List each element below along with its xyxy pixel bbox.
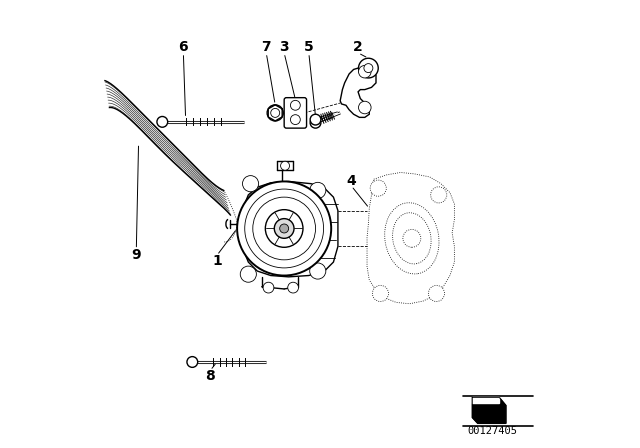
Circle shape: [240, 266, 257, 282]
Circle shape: [403, 229, 421, 247]
Circle shape: [364, 64, 373, 73]
Circle shape: [237, 181, 332, 276]
Polygon shape: [472, 397, 499, 403]
Circle shape: [310, 182, 326, 198]
Circle shape: [370, 180, 387, 196]
Polygon shape: [244, 181, 338, 277]
Text: 5: 5: [304, 40, 314, 54]
Circle shape: [275, 219, 294, 238]
Polygon shape: [367, 172, 454, 304]
Circle shape: [266, 210, 303, 247]
Text: 00127405: 00127405: [467, 426, 518, 436]
Polygon shape: [105, 81, 230, 215]
Text: 9: 9: [131, 248, 141, 263]
Polygon shape: [472, 397, 506, 423]
Circle shape: [372, 285, 388, 302]
Circle shape: [310, 263, 326, 279]
Circle shape: [358, 65, 371, 78]
Ellipse shape: [392, 213, 431, 264]
Polygon shape: [340, 68, 376, 117]
Circle shape: [291, 100, 300, 110]
Circle shape: [280, 224, 289, 233]
Circle shape: [310, 114, 321, 125]
Circle shape: [358, 101, 371, 114]
Text: 7: 7: [261, 40, 271, 54]
Circle shape: [358, 58, 378, 78]
Text: 8: 8: [205, 369, 215, 383]
Ellipse shape: [385, 203, 439, 274]
Circle shape: [288, 282, 298, 293]
Text: 1: 1: [212, 254, 222, 268]
Circle shape: [267, 105, 284, 121]
Text: 4: 4: [346, 174, 356, 189]
Text: 6: 6: [179, 40, 188, 54]
Circle shape: [428, 285, 445, 302]
Text: 3: 3: [279, 40, 289, 54]
FancyBboxPatch shape: [284, 98, 307, 128]
Circle shape: [310, 117, 321, 128]
Circle shape: [244, 189, 324, 268]
Circle shape: [157, 116, 168, 127]
Circle shape: [271, 108, 280, 117]
Circle shape: [431, 187, 447, 203]
Circle shape: [187, 357, 198, 367]
Circle shape: [263, 282, 274, 293]
Circle shape: [280, 161, 289, 170]
Circle shape: [253, 197, 316, 260]
Text: 2: 2: [353, 40, 363, 54]
Circle shape: [243, 176, 259, 192]
Circle shape: [291, 115, 300, 125]
